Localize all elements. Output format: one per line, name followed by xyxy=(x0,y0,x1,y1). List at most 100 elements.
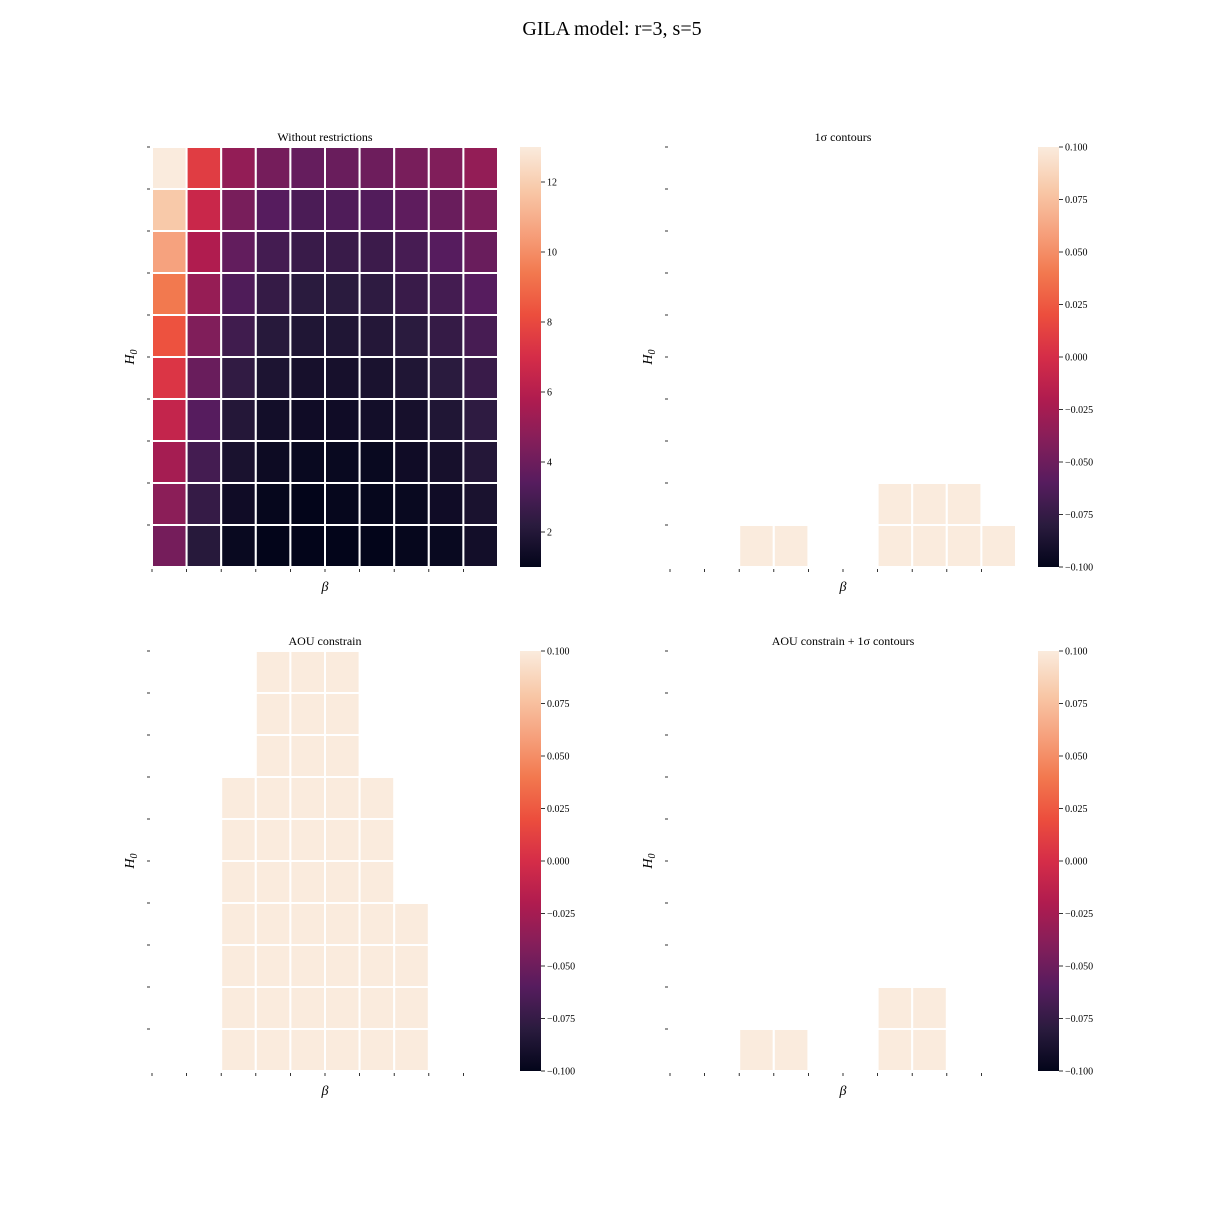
heatmap-cell xyxy=(358,944,396,988)
heatmap-cell xyxy=(427,398,465,442)
heatmap-cell xyxy=(254,188,292,232)
colorbar-tick-label: −0.100 xyxy=(547,1067,575,1078)
heatmap-cell xyxy=(324,734,361,778)
heatmap-cell xyxy=(945,482,983,526)
x-axis-label: β xyxy=(839,580,847,595)
heatmap-cell xyxy=(911,482,948,526)
heatmap-cell xyxy=(254,146,292,190)
heatmap-cell xyxy=(772,524,810,568)
heatmap-cell xyxy=(220,986,257,1030)
colorbar-tick-label: 0.025 xyxy=(1065,804,1088,815)
heatmap-cell xyxy=(462,482,499,526)
heatmap-cell xyxy=(911,1028,948,1072)
heatmap-cell xyxy=(185,314,223,358)
x-axis-label: β xyxy=(321,1084,329,1099)
heatmap-cell xyxy=(358,776,396,820)
heatmap-cell xyxy=(254,818,292,862)
panel-title: 1σ contours xyxy=(815,130,872,144)
heatmap-cell xyxy=(358,1028,396,1072)
heatmap-panel-1: Without restrictions β H0 2 4 6 8 10 12 xyxy=(123,130,557,595)
heatmap-cell xyxy=(220,860,257,904)
heatmap-cell xyxy=(324,650,361,694)
colorbar xyxy=(520,147,541,567)
heatmap-cell xyxy=(254,776,292,820)
y-axis-label: H0 xyxy=(641,853,658,869)
heatmap-cell xyxy=(220,398,257,442)
colorbar-tick-label: 8 xyxy=(547,318,552,329)
heatmap-cell xyxy=(427,314,465,358)
heatmap-cell xyxy=(980,524,1018,568)
heatmap-cell xyxy=(427,482,465,526)
heatmap-cell xyxy=(324,314,361,358)
heatmap-cell xyxy=(876,524,914,568)
heatmap-cell xyxy=(324,398,361,442)
heatmap-cell xyxy=(358,482,396,526)
heatmap-cell xyxy=(220,314,257,358)
figure-title: GILA model: r=3, s=5 xyxy=(522,18,702,40)
heatmap-cell xyxy=(254,524,292,568)
heatmap-cell xyxy=(220,482,257,526)
heatmap-cell xyxy=(151,524,188,568)
colorbar-tick-label: 0.100 xyxy=(1065,143,1088,154)
colorbar xyxy=(1038,651,1059,1071)
heatmap-cell xyxy=(358,230,396,274)
heatmap-cell xyxy=(324,1028,361,1072)
colorbar-tick-label: −0.100 xyxy=(1065,563,1093,574)
heatmap-cell xyxy=(185,272,223,316)
heatmap-cell xyxy=(324,188,361,232)
heatmap-cell xyxy=(185,356,223,400)
heatmap-cell xyxy=(358,860,396,904)
colorbar-tick-label: 0.000 xyxy=(1065,857,1088,868)
heatmap-cell xyxy=(289,356,326,400)
heatmap-cell xyxy=(289,944,326,988)
heatmap-cell xyxy=(462,146,499,190)
heatmap-cell xyxy=(462,356,499,400)
colorbar xyxy=(520,651,541,1071)
heatmap-cell xyxy=(254,398,292,442)
heatmap-cell xyxy=(324,524,361,568)
colorbar-tick-label: 0.075 xyxy=(547,699,570,710)
heatmap-cell xyxy=(393,986,430,1030)
heatmap-cell xyxy=(185,398,223,442)
heatmap-cell xyxy=(254,650,292,694)
heatmap-cell xyxy=(945,524,983,568)
heatmap-cell xyxy=(358,524,396,568)
heatmap-cell xyxy=(393,944,430,988)
heatmap-cell xyxy=(427,188,465,232)
heatmap-cell xyxy=(393,272,430,316)
heatmap-cell xyxy=(289,188,326,232)
heatmap-cell xyxy=(254,314,292,358)
heatmap-cell xyxy=(220,776,257,820)
heatmap-cell xyxy=(289,650,326,694)
heatmap-cell xyxy=(358,146,396,190)
colorbar-tick-label: −0.025 xyxy=(547,909,575,920)
colorbar-tick-label: −0.075 xyxy=(1065,1014,1093,1025)
heatmap-cell xyxy=(254,860,292,904)
heatmap-cell xyxy=(254,692,292,736)
heatmap-cell xyxy=(462,314,499,358)
heatmap-cell xyxy=(151,230,188,274)
heatmap-cell xyxy=(151,440,188,484)
heatmap-cell xyxy=(289,230,326,274)
heatmap-cell xyxy=(185,440,223,484)
heatmap-cell xyxy=(254,986,292,1030)
heatmap-cell xyxy=(220,356,257,400)
heatmap-cell xyxy=(324,146,361,190)
heatmap-cell xyxy=(185,524,223,568)
colorbar-tick-label: −0.100 xyxy=(1065,1067,1093,1078)
heatmap-cell xyxy=(358,986,396,1030)
heatmap-cell xyxy=(324,692,361,736)
heatmap-cell xyxy=(185,188,223,232)
colorbar-tick-label: 0.100 xyxy=(1065,647,1088,658)
heatmap-cell xyxy=(393,524,430,568)
heatmap-cell xyxy=(393,398,430,442)
heatmap-cell xyxy=(358,272,396,316)
colorbar-tick-label: 2 xyxy=(547,528,552,539)
panel-title: Without restrictions xyxy=(277,130,372,144)
heatmap-cell xyxy=(462,272,499,316)
heatmap-cell xyxy=(254,230,292,274)
heatmap-cell xyxy=(427,356,465,400)
heatmap-cell xyxy=(324,944,361,988)
